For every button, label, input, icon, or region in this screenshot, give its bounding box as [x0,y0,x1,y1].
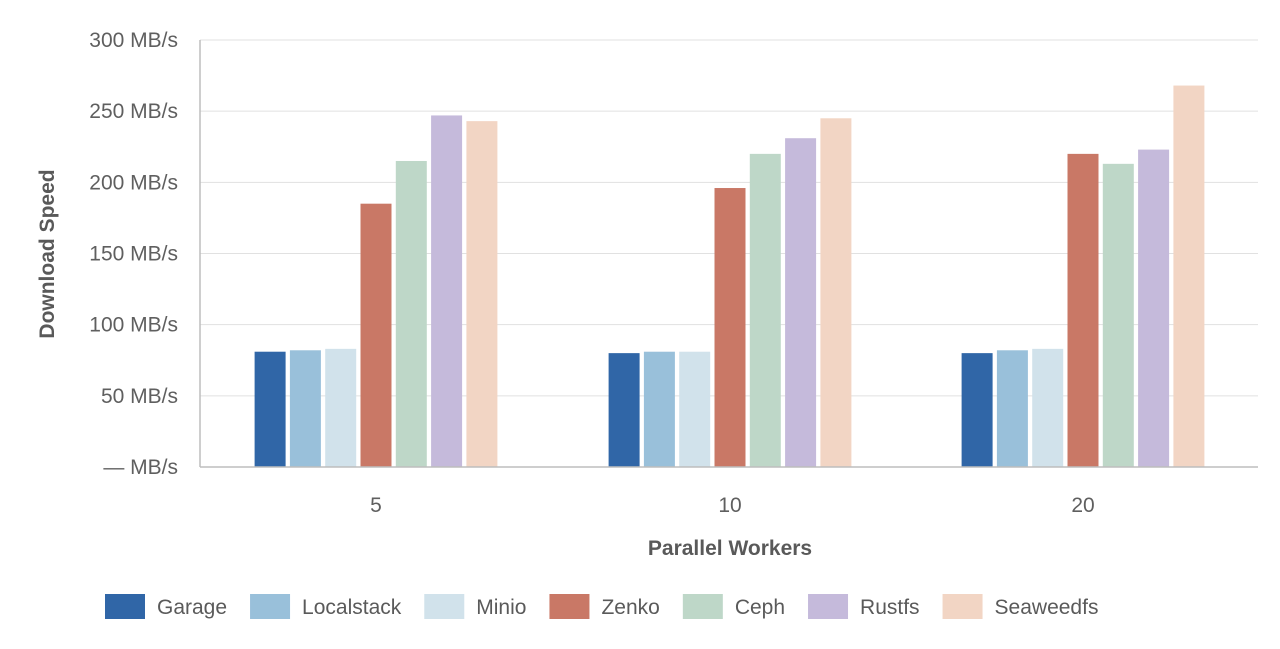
y-tick-label: 300 MB/s [89,29,178,52]
bar-seaweedfs-10 [820,118,852,468]
bar-minio-10 [679,351,711,467]
legend-swatch [250,594,291,619]
legend-item-minio[interactable]: Minio [424,594,526,619]
legend-label: Seaweedfs [995,596,1099,619]
bar-seaweedfs-5 [466,121,498,467]
y-axis-title: Download Speed [36,169,59,338]
bar-rustfs-5 [431,115,463,467]
x-tick-label: 5 [370,494,382,517]
legend-label: Garage [157,596,227,619]
legend-swatch [424,594,465,619]
y-tick-label: 250 MB/s [89,100,178,123]
bar-minio-5 [325,348,357,467]
legend-label: Zenko [601,596,659,619]
legend-swatch [682,594,723,619]
bar-localstack-5 [289,350,321,467]
bar-seaweedfs-20 [1173,85,1205,468]
legend-swatch [549,594,590,619]
bar-minio-20 [1032,348,1064,467]
bar-rustfs-10 [785,138,817,467]
legend-label: Localstack [302,596,402,619]
axes: — MB/s 50 MB/s 100 MB/s 150 MB/s 200 MB/s 250… [89,29,1258,517]
legend: Garage Localstack Minio Zenko Ceph Rustfs Seaw… [105,594,1098,619]
bar-garage-5 [254,351,286,467]
y-tick-label: 150 MB/s [89,243,178,266]
legend-item-localstack[interactable]: Localstack [250,594,402,619]
legend-item-ceph[interactable]: Ceph [682,594,785,619]
legend-item-seaweedfs[interactable]: Seaweedfs [942,594,1099,619]
bar-garage-20 [961,353,993,467]
x-tick-label: 10 [718,494,741,517]
legend-item-rustfs[interactable]: Rustfs [808,594,920,619]
bar-ceph-5 [395,160,427,467]
legend-label: Rustfs [860,596,920,619]
bar-localstack-10 [643,351,675,467]
legend-label: Minio [476,596,526,619]
x-tick-label: 20 [1071,494,1094,517]
bar-garage-10 [608,353,640,467]
bar-ceph-20 [1102,163,1134,467]
y-tick-label: 200 MB/s [89,171,178,194]
legend-swatch [942,594,983,619]
y-tick-label: 100 MB/s [89,314,178,337]
legend-item-garage[interactable]: Garage [105,594,227,619]
legend-item-zenko[interactable]: Zenko [549,594,660,619]
x-axis-title: Parallel Workers [648,537,812,560]
legend-swatch [105,594,145,619]
y-tick-label: — MB/s [103,456,178,479]
bar-zenko-20 [1067,153,1099,467]
y-tick-label: 50 MB/s [101,385,178,408]
bar-localstack-20 [996,350,1028,467]
bar-rustfs-20 [1138,149,1170,467]
legend-label: Ceph [735,596,785,619]
legend-swatch [808,594,849,619]
bar-zenko-5 [360,203,392,467]
bar-zenko-10 [714,188,746,467]
bar-ceph-10 [749,153,781,467]
bars [254,85,1205,468]
